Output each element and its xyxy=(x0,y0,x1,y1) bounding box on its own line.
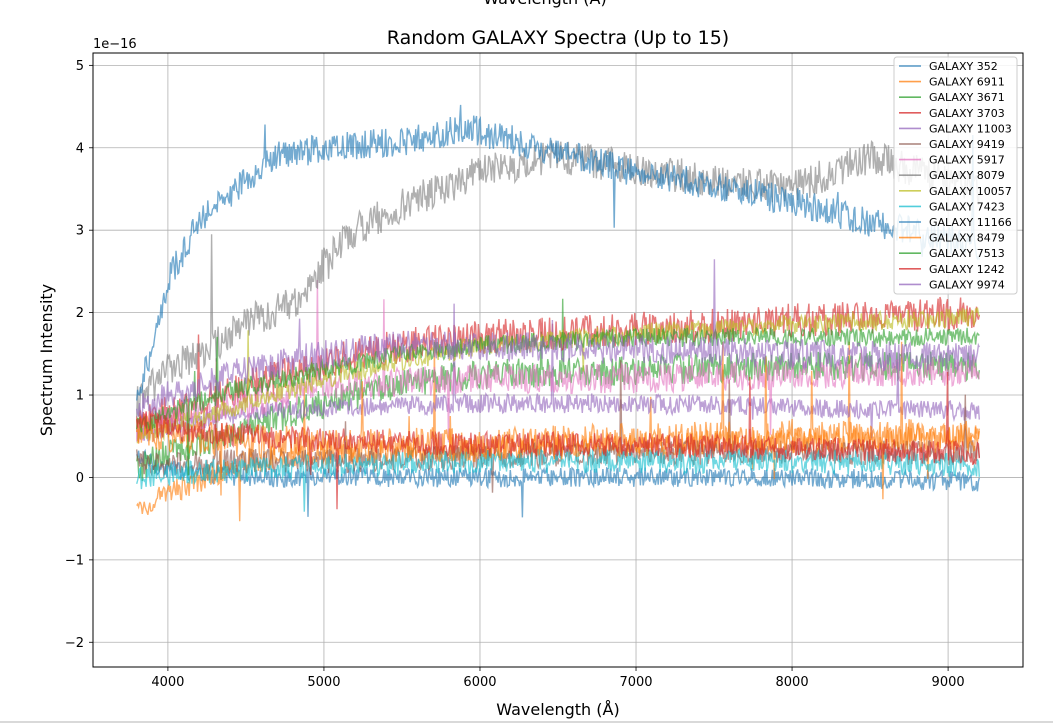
x-axis-label: Wavelength (Å) xyxy=(496,700,619,719)
y-tick-label: 0 xyxy=(76,471,84,486)
legend-entry-label: GALAXY 6911 xyxy=(929,76,1005,89)
chart-title: Random GALAXY Spectra (Up to 15) xyxy=(387,27,729,49)
y-tick-label: −2 xyxy=(65,636,84,651)
bottom-divider xyxy=(0,721,1053,723)
legend-entry-label: GALAXY 7423 xyxy=(929,200,1005,213)
y-tick-label: 1 xyxy=(76,389,84,404)
x-tick-label: 4000 xyxy=(151,675,184,690)
y-tick-label: 3 xyxy=(76,224,84,239)
legend: GALAXY 352 GALAXY 6911 GALAXY 3671 GALAXY 3… xyxy=(893,56,1018,295)
series-line-galaxy-7513 xyxy=(136,326,980,476)
legend-entry-label: GALAXY 11003 xyxy=(929,122,1012,135)
legend-entry-label: GALAXY 9419 xyxy=(929,138,1005,151)
series-line-galaxy-9974 xyxy=(136,259,980,419)
x-tick-label: 5000 xyxy=(307,675,340,690)
y-axis-ticks: −2 −1 0 1 2 3 4 5 xyxy=(65,59,93,651)
series-line-galaxy-1242 xyxy=(136,371,980,510)
y-axis-label: Spectrum Intensity xyxy=(37,284,56,436)
y-tick-label: 2 xyxy=(76,306,84,321)
legend-entry-label: GALAXY 5917 xyxy=(929,154,1005,167)
legend-entry-label: GALAXY 352 xyxy=(929,60,998,73)
y-axis-offset-label: 1e−16 xyxy=(93,37,137,52)
legend-entry-label: GALAXY 10057 xyxy=(929,185,1012,198)
x-tick-label: 6000 xyxy=(463,675,496,690)
x-axis-ticks: 4000 5000 6000 7000 8000 9000 xyxy=(151,667,965,690)
y-tick-label: 4 xyxy=(76,141,84,156)
legend-entry-label: GALAXY 3703 xyxy=(929,107,1005,120)
legend-entry-label: GALAXY 11166 xyxy=(929,216,1012,229)
x-tick-label: 9000 xyxy=(932,675,965,690)
legend-entry-label: GALAXY 1242 xyxy=(929,263,1005,276)
plot-frame xyxy=(92,52,1024,668)
series-line-galaxy-11003 xyxy=(136,303,980,442)
legend-entry-label: GALAXY 8079 xyxy=(929,169,1005,182)
legend-box xyxy=(893,56,1018,295)
x-tick-label: 7000 xyxy=(619,675,652,690)
legend-entry-label: GALAXY 7513 xyxy=(929,247,1005,260)
series-layer xyxy=(136,104,980,522)
series-line-galaxy-352 xyxy=(136,448,980,518)
series-line-galaxy-11166 xyxy=(136,104,980,401)
legend-entry-label: GALAXY 3671 xyxy=(929,91,1005,104)
legend-entry-label: GALAXY 9974 xyxy=(929,278,1005,291)
x-tick-label: 8000 xyxy=(776,675,809,690)
legend-entry-label: GALAXY 8479 xyxy=(929,232,1005,245)
y-tick-label: −1 xyxy=(65,553,84,568)
clipped-previous-xlabel: Wavelength (Å) xyxy=(483,0,606,8)
y-tick-label: 5 xyxy=(76,59,84,74)
